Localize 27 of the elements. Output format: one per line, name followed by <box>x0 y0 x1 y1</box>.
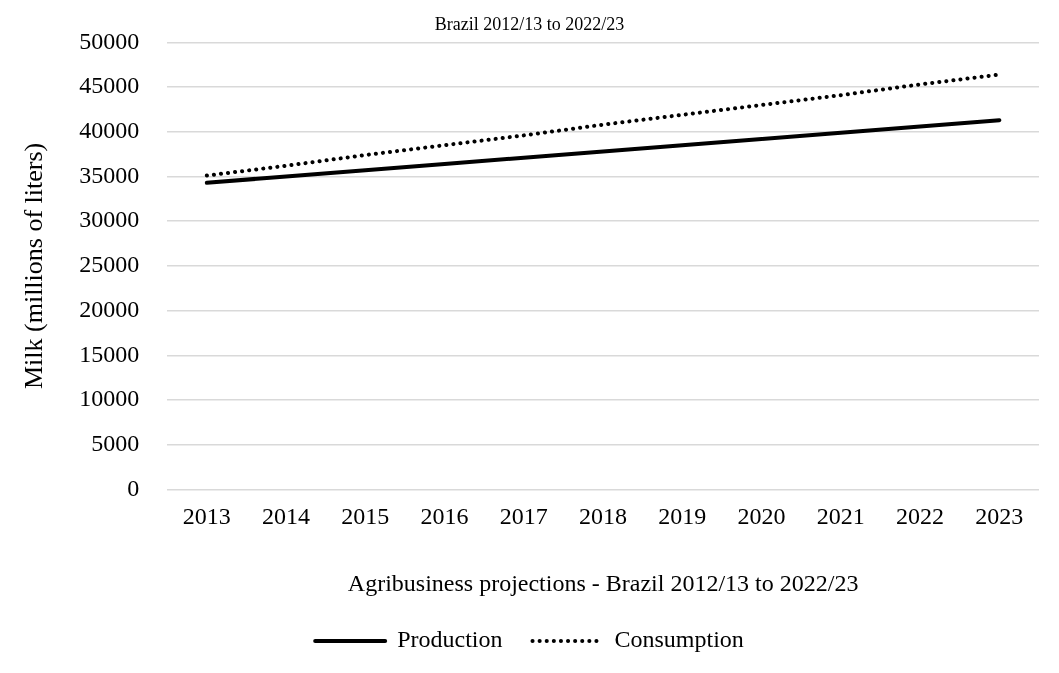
x-tick-label: 2014 <box>262 503 311 530</box>
x-tick-label: 2015 <box>341 503 390 530</box>
y-tick-label: 20000 <box>79 295 140 322</box>
y-tick-label: 45000 <box>79 72 140 99</box>
y-tick-label: 10000 <box>79 385 140 412</box>
x-tick-label: 2021 <box>816 503 865 530</box>
x-tick-label: 2013 <box>182 503 231 530</box>
y-tick-label: 40000 <box>79 117 140 144</box>
y-tick-label: 15000 <box>79 340 140 367</box>
y-tick-label: 5000 <box>91 430 140 456</box>
legend-label: Production <box>397 626 503 653</box>
x-tick-label: 2022 <box>896 503 945 530</box>
legend-label: Consumption <box>614 626 744 653</box>
x-tick-label: 2018 <box>579 503 628 530</box>
x-tick-label: 2020 <box>737 503 786 530</box>
x-tick-label: 2023 <box>975 503 1024 530</box>
x-tick-label: 2016 <box>420 503 469 530</box>
y-axis-title: Milk (millions of liters) <box>19 142 49 390</box>
y-tick-label: 25000 <box>79 251 140 278</box>
x-tick-label: 2019 <box>658 503 707 530</box>
y-tick-label: 35000 <box>79 161 140 188</box>
y-tick-label: 50000 <box>79 27 140 54</box>
y-tick-label: 0 <box>127 474 140 501</box>
x-axis-title: Agribusiness projections - Brazil 2012/13 to 2022/23 <box>347 569 859 596</box>
y-tick-label: 30000 <box>79 206 140 233</box>
x-tick-label: 2017 <box>499 503 548 530</box>
chart-title: Brazil 2012/13 to 2022/23 <box>434 14 625 35</box>
